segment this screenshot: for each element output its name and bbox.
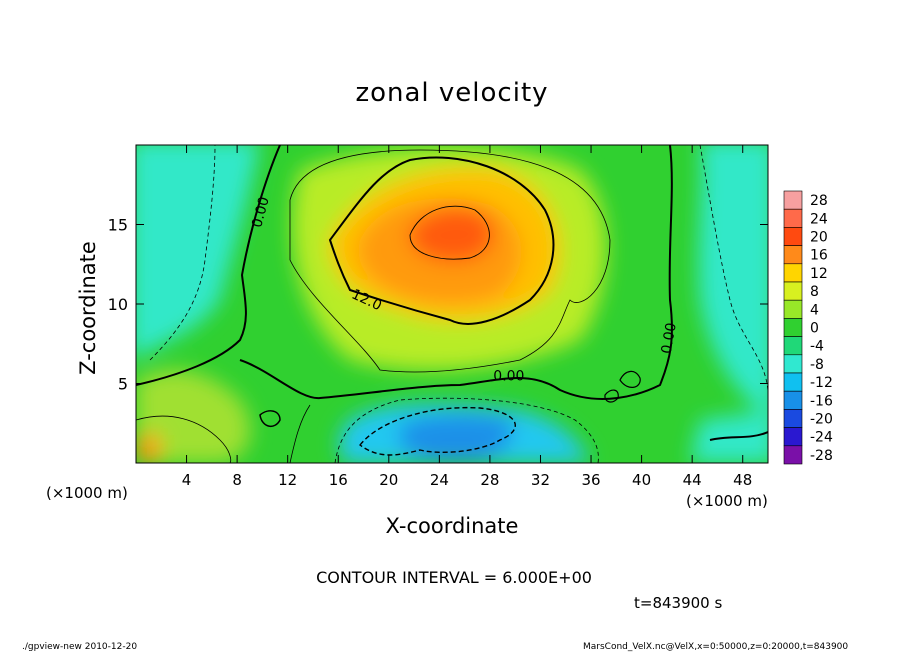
- colorbar-label: 4: [810, 302, 819, 318]
- colorbar-label: -20: [810, 412, 833, 428]
- footer-left: ./gpview-new 2010-12-20: [22, 642, 138, 652]
- colorbar-label: 20: [810, 230, 828, 246]
- colorbar-segment: [783, 245, 803, 265]
- colorbar-label: 16: [810, 248, 828, 264]
- x-axis-unit: (×1000 m): [686, 492, 768, 510]
- colorbar-label: -16: [810, 393, 833, 409]
- x-tick-label: 36: [581, 471, 600, 489]
- colorbar-segment: [783, 445, 803, 465]
- colorbar-label: 12: [810, 266, 828, 282]
- x-axis: 4 8 12 16 20 24 28 32 36 40 44 48: [182, 145, 752, 489]
- colorbar-segment: [783, 263, 803, 283]
- x-tick-label: 44: [683, 471, 702, 489]
- colorbar: 28 24 20 16 12 8 4 0 -4 -8 -12 -16 -20 -24 -28: [783, 190, 833, 465]
- colorbar-label: -28: [810, 448, 833, 464]
- x-tick-label: 40: [632, 471, 651, 489]
- x-tick-label: 32: [531, 471, 550, 489]
- colorbar-label: -12: [810, 375, 833, 391]
- x-tick-label: 8: [232, 471, 242, 489]
- colorbar-segment: [783, 227, 803, 246]
- contour-label: 0.00: [659, 322, 680, 355]
- x-tick-label: 24: [430, 471, 449, 489]
- y-axis: 5 10 15: [108, 216, 768, 394]
- x-tick-label: 48: [733, 471, 752, 489]
- colorbar-segment: [783, 390, 803, 410]
- heatmap-field: [136, 145, 768, 463]
- colorbar-segment: [783, 354, 803, 374]
- colorbar-segment: [783, 190, 803, 210]
- colorbar-label: 24: [810, 211, 828, 227]
- colorbar-label: -8: [810, 357, 824, 373]
- contour-interval-label: CONTOUR INTERVAL = 6.000E+00: [316, 568, 592, 587]
- colorbar-segment: [783, 372, 803, 392]
- colorbar-segment: [783, 336, 803, 356]
- x-tick-label: 4: [182, 471, 192, 489]
- x-tick-label: 16: [329, 471, 348, 489]
- colorbar-label: 8: [810, 284, 819, 300]
- contour-label: 0.00: [249, 195, 273, 229]
- time-label: t=843900 s: [634, 594, 723, 612]
- colorbar-label: 28: [810, 193, 828, 209]
- y-axis-label: Z-coordinate: [76, 241, 100, 375]
- contour-label: 0.00: [493, 368, 524, 384]
- colorbar-label: -24: [810, 430, 833, 446]
- contour-lines: [136, 145, 768, 463]
- x-axis-label: X-coordinate: [385, 514, 519, 538]
- x-tick-label: 28: [480, 471, 499, 489]
- y-tick-label: 10: [108, 295, 128, 314]
- colorbar-segment: [783, 208, 803, 228]
- colorbar-label: -4: [810, 339, 824, 355]
- colorbar-segment: [783, 318, 803, 337]
- y-axis-unit: (×1000 m): [46, 484, 128, 502]
- colorbar-label: 0: [810, 321, 819, 337]
- x-tick-label: 20: [379, 471, 398, 489]
- chart-title: zonal velocity: [355, 78, 549, 108]
- colorbar-segment: [783, 281, 803, 301]
- y-tick-label: 15: [108, 216, 128, 235]
- colorbar-segment: [783, 409, 803, 428]
- colorbar-segment: [783, 299, 803, 319]
- colorbar-segment: [783, 427, 803, 447]
- y-tick-label: 5: [118, 375, 128, 394]
- footer-right: MarsCond_VelX.nc@VelX,x=0:50000,z=0:2000…: [583, 642, 849, 652]
- x-tick-label: 12: [278, 471, 297, 489]
